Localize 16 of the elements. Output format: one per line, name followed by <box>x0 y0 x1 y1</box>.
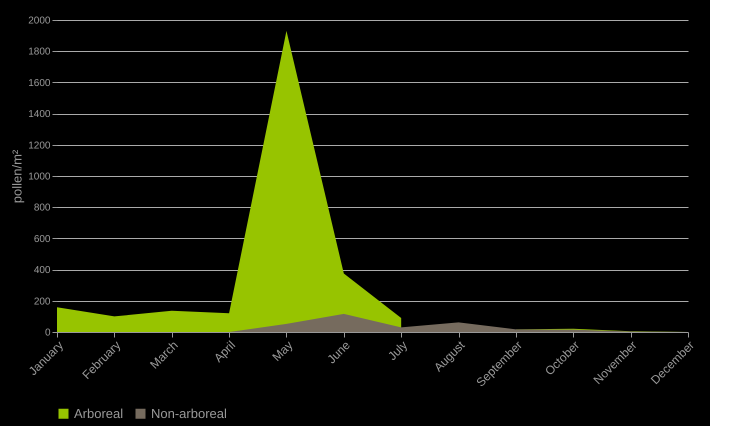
y-tick-label: 2000 <box>28 16 51 26</box>
y-tick-label: 200 <box>34 296 51 308</box>
y-tick-label: 1800 <box>28 46 51 58</box>
x-tick-label: May <box>270 338 296 364</box>
y-tick-label: 800 <box>34 202 51 214</box>
y-tick-label: 0 <box>44 328 51 338</box>
y-tick-label: 600 <box>34 234 51 245</box>
legend-label: Non-arboreal <box>151 406 227 421</box>
y-tick-label: 1400 <box>28 109 51 120</box>
y-tick-label: 400 <box>34 265 51 276</box>
y-axis-title: pollen/m² <box>9 149 24 204</box>
y-tick-label: 1200 <box>28 140 51 152</box>
x-tick-label: July <box>385 338 410 364</box>
y-tick-label: 1000 <box>28 172 51 182</box>
legend-label: Arboreal <box>74 406 124 421</box>
y-tick-label: 1600 <box>28 78 51 89</box>
